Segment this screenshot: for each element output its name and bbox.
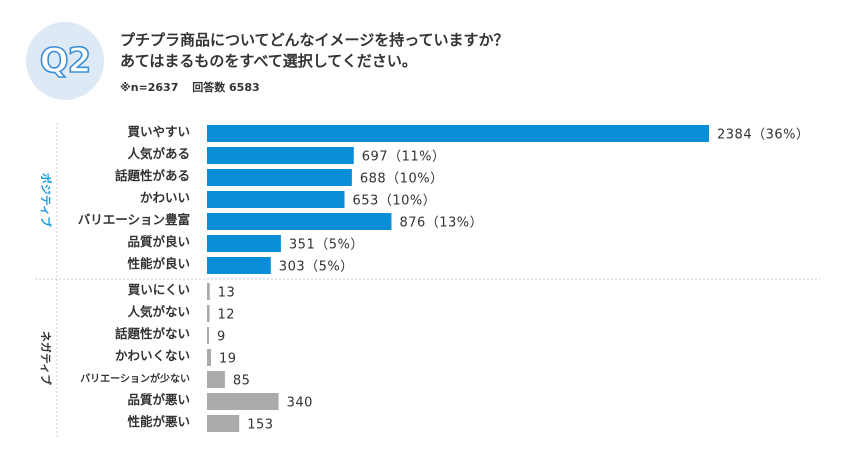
category-label: 人気がない bbox=[127, 304, 190, 319]
bar bbox=[207, 371, 225, 388]
value-label: 2384（36%） bbox=[717, 128, 809, 143]
bar bbox=[207, 147, 354, 164]
value-label: 697（11%） bbox=[362, 150, 446, 165]
category-label: 買いやすい bbox=[127, 124, 190, 139]
category-label: 品質が悪い bbox=[127, 392, 190, 407]
bar bbox=[207, 327, 209, 344]
value-label: 12 bbox=[218, 308, 236, 323]
value-label: 85 bbox=[233, 374, 251, 389]
question-badge-text: Q2 bbox=[39, 40, 92, 82]
sample-note: ※n=2637 回答数 6583 bbox=[120, 79, 270, 95]
value-label: 351（5%） bbox=[289, 238, 364, 253]
negative-group-label: ネガティブ bbox=[39, 331, 53, 385]
answer-count: 回答数 6583 bbox=[192, 81, 260, 94]
bar bbox=[207, 125, 709, 142]
question-line-1: プチプラ商品についてどんなイメージを持っていますか？ bbox=[120, 31, 509, 49]
question-text: プチプラ商品についてどんなイメージを持っていますか？ あてはまるものをすべて選択… bbox=[120, 30, 509, 72]
question-badge: Q2 bbox=[26, 22, 104, 100]
value-label: 653（10%） bbox=[353, 194, 437, 209]
value-label: 19 bbox=[219, 352, 237, 367]
value-label: 303（5%） bbox=[279, 260, 354, 275]
bar bbox=[207, 191, 345, 208]
value-label: 688（10%） bbox=[360, 172, 444, 187]
category-label: 買いにくい bbox=[128, 282, 190, 297]
category-label: 品質が良い bbox=[127, 234, 190, 249]
bar bbox=[207, 235, 281, 252]
category-label: かわいい bbox=[140, 190, 190, 205]
value-label: 9 bbox=[217, 330, 226, 345]
category-label: バリエーション豊富 bbox=[78, 212, 190, 227]
category-label: かわいくない bbox=[115, 348, 190, 363]
bar bbox=[207, 305, 210, 322]
category-label: 性能が悪い bbox=[126, 414, 190, 429]
bar bbox=[207, 169, 352, 186]
bar bbox=[207, 257, 271, 274]
bar bbox=[207, 213, 392, 230]
value-label: 340 bbox=[287, 396, 313, 411]
category-label: バリエーションが少ない bbox=[80, 372, 190, 385]
category-label: 話題性がある bbox=[115, 168, 190, 183]
bar bbox=[207, 415, 240, 432]
value-label: 13 bbox=[218, 286, 236, 301]
value-label: 153 bbox=[247, 418, 273, 433]
category-label: 話題性がない bbox=[115, 326, 190, 341]
category-label: 性能が良い bbox=[126, 256, 190, 271]
category-label: 人気がある bbox=[127, 146, 190, 161]
bar bbox=[207, 393, 279, 410]
positive-group-label: ポジティブ bbox=[39, 173, 53, 227]
sample-size: ※n=2637 bbox=[120, 81, 179, 94]
bar bbox=[207, 349, 212, 366]
question-line-2: あてはまるものをすべて選択してください。 bbox=[120, 52, 417, 70]
bar bbox=[207, 283, 210, 300]
value-label: 876（13%） bbox=[399, 216, 483, 231]
